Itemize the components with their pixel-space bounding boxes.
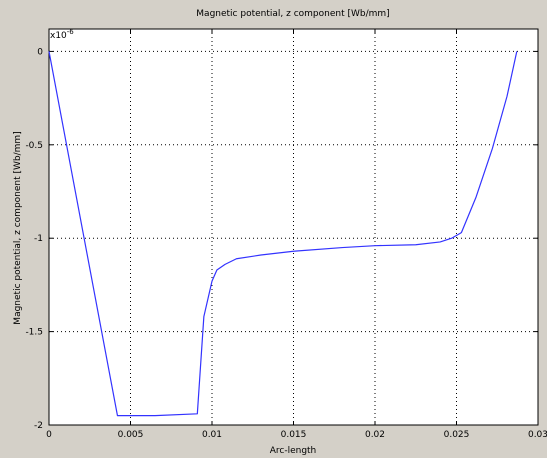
x-tick-label: 0 (46, 430, 52, 440)
x-tick-label: 0.01 (202, 430, 222, 440)
y-exponent-base: x10 (50, 31, 67, 41)
x-tick-label: 0.005 (118, 430, 144, 440)
y-tick-label: 0 (37, 47, 43, 57)
y-axis-exponent: x10-6 (50, 28, 74, 41)
axis-ticks (48, 29, 539, 426)
y-tick-labels: 0 -0.5 -1 -1.5 -2 (25, 47, 43, 431)
x-tick-label: 0.015 (281, 430, 307, 440)
series-line (48, 51, 518, 417)
x-axis-label: Arc-length (270, 446, 317, 456)
x-tick-label: 0.03 (528, 430, 547, 440)
grid-lines (49, 29, 538, 425)
y-axis-label: Magnetic potential, z component [Wb/mm] (13, 131, 23, 324)
x-tick-label: 0.025 (444, 430, 470, 440)
y-tick-label: -1.5 (25, 328, 43, 338)
y-tick-label: -2 (34, 421, 43, 431)
chart-title: Magnetic potential, z component [Wb/mm] (196, 9, 389, 19)
y-tick-label: -1 (34, 234, 43, 244)
x-tick-labels: 0 0.005 0.01 0.015 0.02 0.025 0.03 (46, 430, 547, 440)
y-tick-label: -0.5 (25, 141, 43, 151)
series-layer (48, 51, 518, 417)
plot-area (48, 28, 539, 426)
y-exponent-power: -6 (67, 28, 75, 36)
x-tick-label: 0.02 (365, 430, 385, 440)
